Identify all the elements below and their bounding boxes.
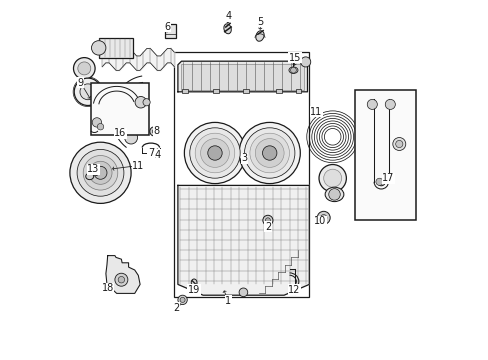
Bar	[243, 89, 249, 93]
Circle shape	[239, 122, 300, 184]
Circle shape	[263, 215, 272, 225]
Text: 3: 3	[241, 153, 247, 163]
Circle shape	[180, 297, 185, 302]
Text: 14: 14	[150, 150, 162, 160]
Circle shape	[83, 156, 118, 190]
Circle shape	[262, 146, 276, 160]
Circle shape	[78, 62, 91, 75]
Circle shape	[94, 166, 107, 179]
Circle shape	[92, 118, 102, 127]
Bar	[181, 64, 303, 90]
Circle shape	[323, 169, 341, 187]
Ellipse shape	[288, 67, 297, 73]
Bar	[165, 24, 176, 38]
Circle shape	[149, 127, 159, 136]
Bar	[275, 89, 281, 93]
Circle shape	[135, 96, 146, 108]
Circle shape	[152, 129, 156, 134]
Circle shape	[300, 57, 310, 67]
Text: 1: 1	[225, 296, 231, 306]
Bar	[212, 89, 218, 93]
Circle shape	[317, 211, 329, 224]
Text: 12: 12	[287, 285, 300, 295]
Polygon shape	[178, 185, 309, 295]
Circle shape	[265, 218, 270, 223]
Bar	[99, 38, 133, 58]
Circle shape	[189, 128, 240, 178]
Circle shape	[239, 288, 247, 297]
Text: 4: 4	[225, 11, 231, 21]
Text: 11: 11	[132, 161, 144, 171]
Circle shape	[207, 146, 222, 160]
Text: 2: 2	[264, 222, 270, 232]
Circle shape	[290, 67, 296, 73]
Circle shape	[328, 189, 340, 200]
Circle shape	[320, 215, 326, 221]
Text: 19: 19	[187, 285, 200, 295]
Circle shape	[91, 41, 106, 55]
Text: 8: 8	[153, 126, 159, 136]
Circle shape	[148, 148, 153, 154]
Text: 13: 13	[87, 164, 99, 174]
Text: 16: 16	[114, 128, 126, 138]
Circle shape	[97, 123, 103, 130]
Text: 15: 15	[288, 53, 301, 63]
Circle shape	[74, 78, 102, 105]
Text: 11: 11	[310, 107, 322, 117]
Circle shape	[77, 149, 123, 196]
Ellipse shape	[85, 173, 94, 180]
Bar	[182, 89, 187, 93]
Circle shape	[89, 161, 112, 184]
Text: 10: 10	[313, 216, 325, 226]
Bar	[355, 90, 415, 220]
Circle shape	[73, 58, 95, 79]
Bar	[295, 89, 301, 93]
Bar	[91, 83, 149, 135]
Circle shape	[115, 273, 127, 286]
Circle shape	[118, 276, 124, 283]
Circle shape	[178, 295, 187, 305]
Circle shape	[255, 139, 284, 167]
Circle shape	[366, 99, 377, 109]
Ellipse shape	[325, 187, 343, 202]
Circle shape	[375, 178, 382, 185]
Polygon shape	[178, 61, 307, 92]
Circle shape	[200, 139, 229, 167]
Text: 6: 6	[163, 22, 170, 32]
Polygon shape	[106, 256, 140, 293]
Circle shape	[80, 84, 96, 100]
Text: 18: 18	[102, 283, 114, 293]
Text: 9: 9	[78, 78, 83, 88]
Circle shape	[70, 142, 131, 203]
Circle shape	[124, 131, 137, 144]
Text: 17: 17	[382, 173, 394, 183]
Circle shape	[395, 140, 402, 148]
Circle shape	[244, 128, 294, 178]
Ellipse shape	[255, 31, 264, 41]
Bar	[174, 52, 309, 297]
Text: 2: 2	[173, 303, 179, 313]
Circle shape	[249, 133, 289, 173]
Circle shape	[184, 122, 245, 184]
Circle shape	[318, 165, 346, 192]
Circle shape	[392, 138, 405, 150]
Ellipse shape	[191, 279, 197, 286]
Text: 5: 5	[257, 17, 264, 27]
Text: 7: 7	[147, 148, 154, 158]
Circle shape	[195, 133, 234, 173]
Ellipse shape	[224, 24, 231, 34]
Circle shape	[385, 99, 394, 109]
Circle shape	[142, 99, 150, 106]
